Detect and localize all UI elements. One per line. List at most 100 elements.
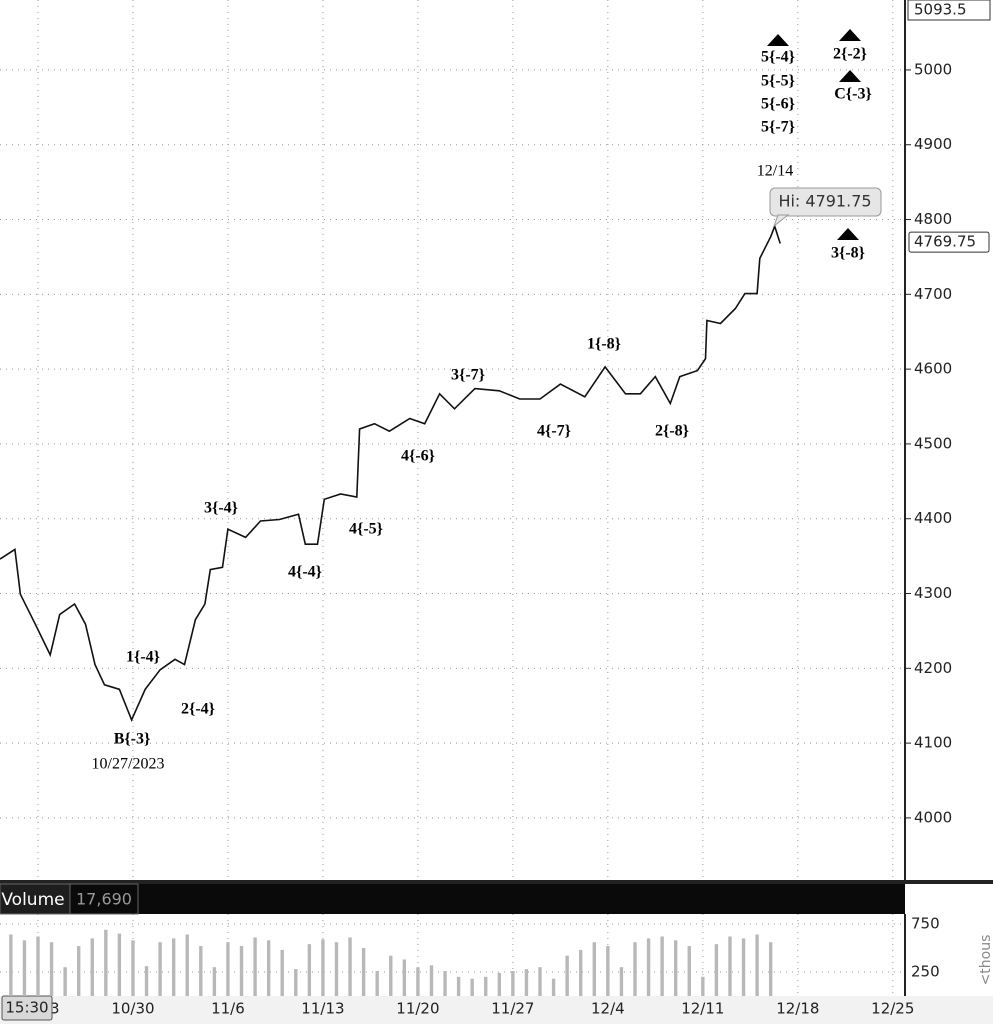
volume-bar	[90, 938, 94, 996]
y-tick-label: 4700	[914, 285, 952, 303]
x-tick-label: 10/30	[111, 1000, 154, 1018]
hi-label: Hi: 4791.75	[778, 192, 871, 211]
volume-bar	[484, 976, 488, 996]
wave-label: 3{-8}	[831, 245, 865, 262]
volume-bar	[361, 947, 366, 996]
y-tick-label: 4200	[914, 659, 952, 677]
volume-bar	[687, 946, 691, 996]
volume-bar	[131, 940, 135, 996]
volume-bar	[375, 971, 379, 996]
volume-bar	[429, 965, 434, 996]
wave-label: 2{-8}	[655, 423, 689, 440]
volume-bar	[728, 936, 732, 996]
wave-marker	[767, 34, 789, 46]
y-tick-label: 4300	[914, 584, 952, 602]
wave-label: 3{-7}	[451, 367, 485, 384]
y-tick-label: 4500	[914, 434, 952, 452]
volume-bar	[524, 969, 529, 996]
volume-bar	[402, 959, 407, 996]
x-tick-label: 12/18	[776, 1000, 819, 1018]
y-tick-label: 250	[911, 962, 940, 980]
volume-bar	[416, 967, 420, 996]
volume-bar	[226, 942, 230, 996]
volume-bar	[49, 942, 54, 996]
x-tick-label: 12/4	[591, 1000, 625, 1018]
wave-label: 5{-5}	[761, 73, 795, 90]
volume-bar	[768, 942, 773, 996]
y-tick-label: 4100	[914, 734, 952, 752]
volume-bar	[443, 971, 447, 996]
y-tick-label: 4900	[914, 135, 952, 153]
volume-bar	[321, 939, 325, 996]
volume-bar	[266, 940, 271, 996]
hi-pointer	[772, 214, 790, 228]
plot	[0, 223, 781, 722]
x-tick-label: 12/25	[871, 1000, 914, 1018]
wave-label: 4{-7}	[537, 423, 571, 440]
wave-label: 2{-4}	[181, 701, 215, 718]
y-tick-label: 750	[911, 914, 940, 932]
volume-bar	[280, 949, 284, 996]
y-tick-label: 4800	[914, 210, 952, 228]
volume-bar	[212, 967, 217, 996]
volume-bar	[63, 967, 67, 996]
volume-bar	[470, 978, 474, 996]
volume-bar	[239, 946, 244, 996]
y-limit-box	[907, 0, 991, 21]
hi-box	[769, 187, 882, 217]
volume-value-box	[69, 883, 139, 915]
x-tick-label: 12/11	[681, 1000, 724, 1018]
volume-bar	[646, 938, 651, 996]
wave-label: C{-3}	[834, 86, 872, 103]
volume-bar	[497, 972, 502, 996]
volume-bar	[171, 938, 176, 996]
volume-bar	[36, 936, 40, 996]
last-price-box	[908, 231, 990, 253]
wave-label: 1{-4}	[126, 649, 160, 666]
volume-bar	[619, 967, 624, 996]
wave-label: 10/27/2023	[92, 756, 165, 773]
wave-label: 1{-8}	[587, 336, 621, 353]
volume-bar	[741, 938, 746, 996]
volume-name: Volume	[1, 890, 64, 910]
volume-bar	[755, 934, 759, 996]
x-tick-label: 11/6	[211, 1000, 245, 1018]
volume-header	[0, 884, 905, 914]
wave-label: 4{-4}	[288, 564, 322, 581]
volume-bar	[76, 946, 81, 996]
volume-bar	[565, 955, 569, 996]
volume-bar	[633, 942, 637, 996]
time-label: 15:30	[5, 999, 48, 1017]
volume-bar	[253, 937, 257, 996]
wave-marker	[839, 70, 861, 82]
wave-label: 4{-5}	[349, 521, 383, 538]
volume-bar	[511, 971, 515, 996]
y-tick-label: 4600	[914, 360, 952, 378]
last-price-label: 4769.75	[914, 233, 976, 251]
wave-label: 5{-6}	[761, 96, 795, 113]
volume-bar	[714, 944, 719, 996]
panel-divider	[0, 880, 993, 884]
volume-bar	[606, 946, 610, 996]
y-tick-label: 4000	[914, 808, 952, 826]
volume-bar	[592, 942, 596, 996]
volume-bar	[9, 934, 13, 996]
volume-bar	[701, 976, 705, 996]
volume-bar	[117, 933, 122, 996]
volume-bar	[348, 937, 352, 996]
x-tick-label: 11/27	[491, 1000, 534, 1018]
volume-bar	[674, 940, 678, 996]
volume-bar	[294, 969, 298, 996]
wave-label: 12/14	[757, 163, 793, 180]
volume-bar	[660, 936, 664, 996]
volume-bar	[579, 949, 583, 996]
volume-bar	[551, 978, 556, 996]
volume-bar	[22, 940, 27, 996]
price-line	[0, 223, 781, 722]
wave-label: 5{-7}	[761, 119, 795, 136]
volume-bar	[538, 967, 542, 996]
volume-unit: <thous	[978, 935, 993, 986]
x-axis-strip	[0, 996, 993, 1024]
